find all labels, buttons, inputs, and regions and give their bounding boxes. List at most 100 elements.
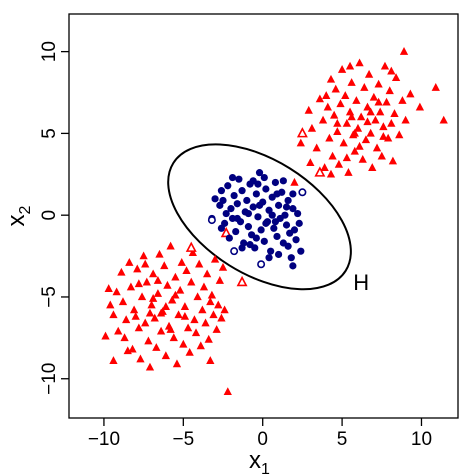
red-triangle-point (214, 300, 223, 309)
blue-circle-point (260, 173, 268, 182)
blue-circle-point (254, 213, 262, 221)
blue-circle-point (254, 180, 262, 188)
y-axis-title: x2 (3, 205, 34, 226)
red-triangle-point (401, 115, 410, 124)
blue-circle-point (268, 211, 276, 219)
blue-circle-point (217, 187, 226, 195)
plot-frame (68, 13, 459, 419)
blue-open-circle-point (207, 216, 216, 225)
red-triangle-point (185, 347, 194, 356)
red-triangle-point (128, 344, 137, 353)
red-triangle-point (339, 138, 348, 147)
red-triangle-point (318, 115, 328, 124)
red-triangle-point (358, 154, 367, 163)
blue-circle-point (271, 218, 280, 226)
annotation-label: H (353, 270, 369, 295)
blue-circle-point (262, 219, 270, 227)
blue-circle-point (292, 236, 300, 244)
red-triangle-point (142, 277, 151, 286)
red-triangle-point (125, 258, 134, 266)
red-triangle-point (345, 61, 355, 70)
red-triangle-point (198, 305, 207, 314)
red-triangle-point (374, 79, 383, 88)
y-tick-label: −10 (39, 363, 60, 395)
red-triangle-point (377, 151, 386, 160)
red-triangle-point (364, 69, 374, 78)
y-tick-label: 5 (39, 128, 60, 139)
red-triangle-point (215, 276, 224, 284)
points-layer (101, 47, 448, 396)
x-tick-label: 0 (257, 429, 268, 450)
blue-circle-point (271, 178, 280, 187)
red-triangle-point (206, 297, 215, 306)
blue-circle-point (246, 241, 254, 249)
blue-circle-point (289, 190, 297, 198)
red-triangle-point (374, 97, 383, 106)
red-triangle-point (355, 58, 364, 67)
red-triangle-point (149, 293, 158, 302)
blue-circle-point (244, 223, 253, 231)
red-triangle-point (199, 282, 209, 291)
red-triangle-point (188, 248, 197, 257)
red-triangle-point (399, 47, 409, 55)
red-triangle-point (307, 123, 317, 132)
red-triangle-point (345, 107, 355, 116)
red-triangle-point (323, 102, 332, 111)
blue-circle-point (279, 177, 287, 185)
red-triangle-point (101, 331, 110, 340)
y-tick-label: 0 (39, 210, 60, 221)
red-triangle-point (160, 261, 169, 270)
red-triangle-point (328, 151, 337, 160)
x-tick-label: −10 (88, 429, 120, 450)
red-triangle-point (147, 300, 156, 309)
red-triangle-point (195, 259, 204, 268)
blue-circle-point (243, 196, 251, 205)
blue-circle-point (238, 244, 246, 252)
red-triangle-point (202, 269, 212, 278)
blue-circle-point (284, 242, 292, 250)
red-triangle-point (207, 290, 217, 299)
blue-circle-point (265, 254, 273, 262)
red-triangle-point (382, 97, 391, 106)
red-triangle-point (290, 177, 299, 186)
blue-circle-point (290, 226, 299, 234)
red-triangle-point (114, 326, 123, 335)
blue-circle-point (255, 169, 264, 177)
red-triangle-point (388, 156, 398, 165)
red-triangle-point (304, 105, 313, 114)
blue-circle-point (211, 195, 219, 203)
red-triangle-point (180, 302, 190, 310)
red-triangle-point (152, 343, 161, 351)
red-triangle-point (183, 323, 193, 332)
red-triangle-point (355, 141, 364, 150)
blue-circle-point (244, 209, 253, 218)
red-triangle-point (325, 133, 334, 142)
blue-circle-point (282, 221, 291, 229)
red-open-triangle-point (185, 241, 197, 252)
red-triangle-point (161, 351, 170, 360)
blue-open-circle-point (230, 247, 239, 256)
red-triangle-point (196, 341, 205, 350)
blue-open-circle-point (257, 260, 266, 269)
red-triangle-point (406, 89, 415, 98)
blue-circle-point (252, 234, 260, 242)
blue-circle-point (274, 201, 283, 209)
red-triangle-point (206, 356, 215, 364)
red-triangle-point (144, 336, 153, 345)
red-triangle-point (344, 168, 353, 176)
red-triangle-point (326, 74, 336, 83)
red-triangle-point (315, 94, 325, 103)
red-triangle-point (155, 249, 164, 258)
red-triangle-point (177, 258, 186, 266)
x-axis-title-base: x (249, 447, 261, 474)
red-triangle-point (398, 96, 407, 104)
red-triangle-point (342, 153, 351, 162)
red-triangle-point (112, 287, 121, 296)
red-triangle-point (369, 92, 378, 101)
red-triangle-point (141, 318, 150, 327)
red-triangle-point (145, 308, 155, 317)
blue-circle-point (273, 190, 281, 198)
blue-circle-point (284, 196, 292, 205)
